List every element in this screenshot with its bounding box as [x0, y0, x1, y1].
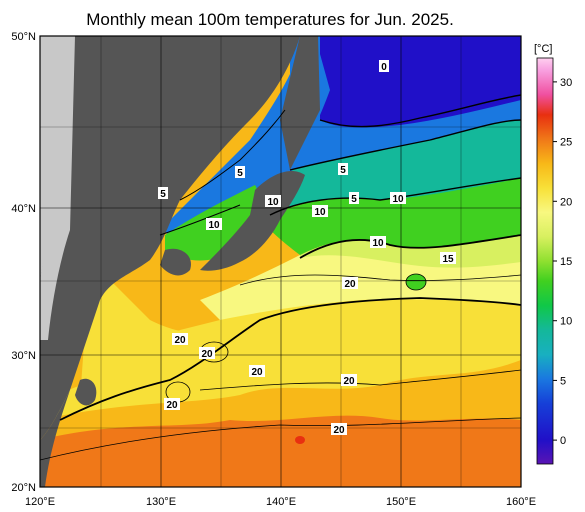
isotherm-label: 5: [160, 189, 166, 200]
isotherm-labels: 0 5 5 5 5 10 10 10 10 10 15 20 20 20 20 20 20 20: [158, 60, 456, 436]
isotherm-label-bg: [199, 347, 215, 359]
colorbar-tick-label: 5: [560, 375, 566, 387]
graticule: [40, 36, 521, 487]
colorbar-tick-label: 10: [560, 316, 572, 328]
longitude-axis: 120°E 130°E 140°E 150°E 160°E: [25, 496, 536, 508]
colorbar-tick-label: 25: [560, 137, 572, 149]
isotherm-label: 20: [201, 349, 213, 360]
colorbar-tick-label: 0: [560, 435, 566, 447]
taiwan: [75, 378, 97, 406]
land-outside-region-2: [40, 36, 75, 340]
map-frame: [39, 35, 522, 488]
asia-landmass: [40, 36, 300, 440]
map-title: Monthly mean 100m temperatures for Jun. …: [86, 10, 454, 29]
sakhalin-hokkaido: [280, 36, 320, 170]
hot-spot: [295, 436, 305, 444]
map-field: [40, 36, 521, 487]
colorbar-ticks: 30 25 20 15 10 5 0: [553, 77, 572, 447]
isotherm-label: 20: [333, 425, 345, 436]
ocean-teal-band: [270, 120, 521, 215]
lon-label: 130°E: [146, 496, 176, 508]
isotherm-label-bg: [349, 192, 359, 204]
isotherm-label-bg: [338, 163, 348, 175]
isotherm-label-bg: [172, 333, 188, 345]
colorbar-tick-label: 20: [560, 196, 572, 208]
isotherm-label-bg: [206, 218, 222, 230]
isotherm-label-bg: [440, 252, 456, 264]
isotherm-label: 20: [174, 335, 186, 346]
isotherm-label: 5: [237, 168, 243, 179]
isotherm-label: 10: [267, 197, 279, 208]
isotherm-label-bg: [164, 398, 180, 410]
south-china-coast: [40, 390, 70, 487]
isotherm-label: 10: [372, 238, 384, 249]
isotherm-label-bg: [312, 205, 328, 217]
isotherm-label: 20: [344, 279, 356, 290]
ocean-front-band: [300, 235, 521, 268]
colorbar-scale: [536, 57, 554, 465]
isotherm-label: 0: [381, 62, 387, 73]
colorbar-unit: [°C]: [534, 43, 552, 55]
isotherm-label: 20: [251, 367, 263, 378]
colorbar-tick-label: 15: [560, 256, 572, 268]
isotherm-label: 10: [314, 207, 326, 218]
colorbar-tick-label: 30: [560, 77, 572, 89]
lat-label: 20°N: [11, 482, 36, 494]
colorbar: [°C] 30 25 20 15 10 5 0: [534, 43, 572, 465]
ocean-green-band: [260, 175, 521, 255]
isotherm-label: 5: [351, 194, 357, 205]
korea-south: [160, 248, 191, 276]
isotherm-label-bg: [370, 236, 386, 248]
isotherms: [40, 94, 521, 461]
lon-label: 120°E: [25, 496, 55, 508]
isotherm-label-bg: [379, 60, 389, 72]
lat-label: 40°N: [11, 203, 36, 215]
isotherm-label: 5: [340, 165, 346, 176]
isotherm-label: 20: [343, 376, 355, 387]
ocean-light-band: [200, 253, 521, 320]
isotherm-label-bg: [265, 195, 281, 207]
isotherm-label-bg: [342, 277, 358, 289]
isotherm-label-bg: [331, 423, 347, 435]
isotherm-label-bg: [341, 374, 357, 386]
ocean-cold-core: [320, 36, 521, 128]
isotherm-label: 10: [392, 194, 404, 205]
latitude-axis: 50°N 40°N 30°N 20°N: [11, 31, 36, 494]
lat-label: 30°N: [11, 350, 36, 362]
isotherm-label-bg: [235, 166, 245, 178]
isotherm-label: 20: [166, 400, 178, 411]
land-outside-region: [40, 36, 60, 280]
isotherm-label-bg: [158, 187, 168, 199]
lat-label: 50°N: [11, 31, 36, 43]
east-china-sea: [80, 260, 200, 400]
isotherm-label-bg: [390, 192, 406, 204]
isotherm-label: 10: [208, 220, 220, 231]
lon-label: 160°E: [506, 496, 536, 508]
isotherm-label: 15: [442, 254, 454, 265]
isotherm-label-bg: [249, 365, 265, 377]
lon-label: 140°E: [266, 496, 296, 508]
cold-eddy: [405, 273, 427, 291]
lon-label: 150°E: [386, 496, 416, 508]
